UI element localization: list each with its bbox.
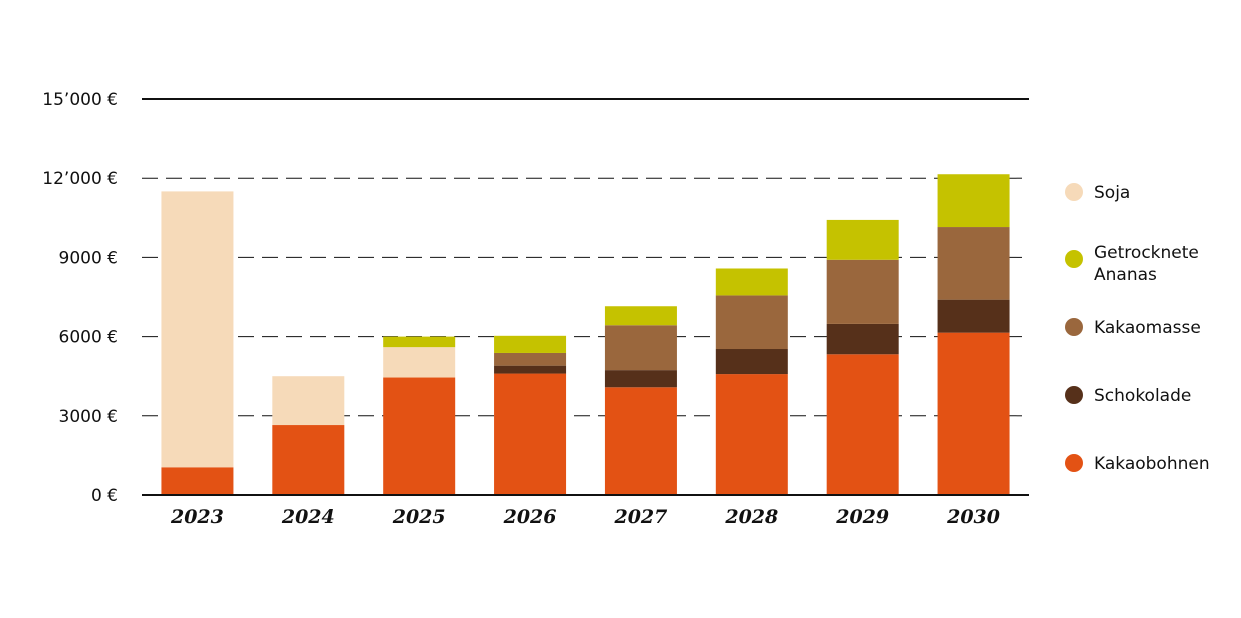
bar-segment-kakaobohnen-2030 — [937, 332, 1010, 495]
legend-item-kakaomasse: Kakaomasse — [1065, 318, 1201, 338]
y-tick-label: 9000 € — [59, 248, 118, 268]
y-tick-label: 12’000 € — [42, 169, 118, 189]
bar-segment-schokolade-2030 — [937, 299, 1010, 333]
bar-segment-kakaobohnen-2026 — [494, 373, 567, 495]
bar-segment-getrocknete-ananas-2030 — [937, 174, 1010, 228]
x-tick-label: 2026 — [503, 506, 557, 528]
bar-segment-kakaobohnen-2023 — [161, 467, 234, 495]
bar-segment-getrocknete-ananas-2027 — [604, 306, 677, 326]
bar-segment-soja-2024 — [272, 376, 345, 426]
bar-segment-kakaomasse-2028 — [715, 295, 788, 350]
bar-segment-kakaobohnen-2024 — [272, 425, 345, 495]
legend-swatch — [1065, 454, 1083, 472]
y-tick-label: 3000 € — [59, 407, 118, 427]
bar-segment-kakaobohnen-2029 — [826, 354, 899, 495]
x-axis-ticks: 2023 2024 2025 2026 2027 2028 2029 2030 — [170, 506, 1000, 528]
x-tick-label: 2027 — [613, 506, 667, 528]
bar-segment-kakaobohnen-2028 — [715, 374, 788, 495]
legend-swatch — [1065, 318, 1083, 336]
legend-swatch — [1065, 183, 1083, 201]
legend-item-kakaobohnen: Kakaobohnen — [1065, 454, 1210, 474]
x-tick-label: 2023 — [170, 506, 224, 528]
bar-segment-schokolade-2029 — [826, 323, 899, 355]
legend-label: Soja — [1094, 183, 1130, 203]
bar-segment-kakaobohnen-2025 — [383, 377, 456, 495]
bar-segment-kakaomasse-2029 — [826, 259, 899, 324]
x-tick-label: 2030 — [946, 506, 1000, 528]
legend-item-soja: Soja — [1065, 183, 1130, 203]
legend-label: Kakaobohnen — [1094, 454, 1210, 474]
bar-segment-schokolade-2028 — [715, 349, 788, 375]
bar-segment-getrocknete-ananas-2029 — [826, 219, 899, 260]
bar-segment-getrocknete-ananas-2028 — [715, 268, 788, 296]
bar-segment-soja-2023 — [161, 191, 234, 468]
x-tick-label: 2028 — [724, 506, 778, 528]
bar-segment-kakaobohnen-2027 — [604, 387, 677, 495]
legend-label: Kakaomasse — [1094, 318, 1201, 338]
legend-swatch — [1065, 386, 1083, 404]
bar-segment-soja-2025 — [383, 347, 456, 378]
bar-segment-schokolade-2027 — [604, 370, 677, 388]
y-axis-ticks: 0 € 3000 € 6000 € 9000 € 12’000 € 15’000 € — [42, 90, 118, 506]
bar-segment-schokolade-2026 — [494, 365, 567, 374]
bar-segment-getrocknete-ananas-2026 — [494, 335, 567, 353]
bar-segment-kakaomasse-2026 — [494, 352, 567, 366]
x-tick-label: 2029 — [835, 506, 889, 528]
legend-item-schokolade: Schokolade — [1065, 386, 1191, 406]
x-tick-label: 2024 — [281, 506, 335, 528]
bar-segment-getrocknete-ananas-2025 — [383, 336, 456, 348]
x-tick-label: 2025 — [392, 506, 446, 528]
y-tick-label: 0 € — [91, 486, 118, 506]
legend-swatch — [1065, 250, 1083, 268]
bar-segment-kakaomasse-2030 — [937, 227, 1010, 300]
y-tick-label: 15’000 € — [42, 90, 118, 110]
legend-label: Ananas — [1094, 265, 1157, 285]
legend-label: Schokolade — [1094, 386, 1191, 406]
bars — [161, 174, 1010, 495]
bar-segment-kakaomasse-2027 — [604, 325, 677, 371]
y-tick-label: 6000 € — [59, 328, 118, 348]
legend-label: Getrocknete — [1094, 243, 1199, 263]
